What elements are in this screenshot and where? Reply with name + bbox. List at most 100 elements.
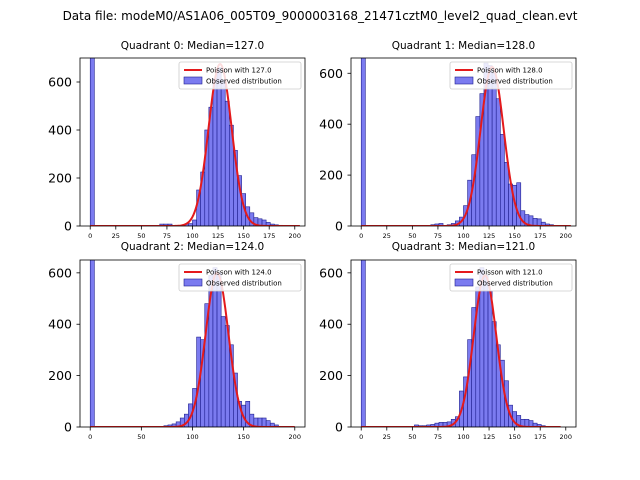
q3-hist-bar	[487, 290, 493, 427]
q1-x-tick-label: 25	[383, 232, 391, 240]
q0-hist-bar	[89, 58, 95, 226]
q0-x-tick-label: 200	[289, 232, 301, 240]
q3-legend-observed-label: Observed distribution	[477, 280, 553, 288]
q3-x-tick-label: 75	[434, 433, 442, 441]
quadrant-0-title: Quadrant 0: Median=127.0	[121, 40, 264, 52]
q1-legend-poisson-label: Poisson with 128.0	[477, 67, 543, 75]
q1-legend-observed-label: Observed distribution	[477, 78, 553, 86]
q0-x-tick-label: 175	[263, 232, 275, 240]
q0-y-tick-label: 400	[48, 123, 72, 138]
q0-legend-observed-label: Observed distribution	[206, 78, 282, 86]
q3-hist-bar	[483, 275, 489, 427]
q3-y-tick-label: 400	[319, 317, 343, 332]
q2-hist-bar	[220, 316, 226, 427]
figure-suptitle: Data file: modeM0/AS1A06_005T09_90000031…	[63, 9, 578, 23]
q1-plot-area	[360, 58, 571, 226]
q2-y-tick-label: 200	[48, 368, 72, 383]
q2-hist-bar	[261, 417, 267, 427]
quadrant-2-panel: Quadrant 2: Median=124.0 0 50 100 150 200 0 20…	[48, 241, 306, 441]
q3-x-tick-label: 25	[383, 433, 391, 441]
q3-x-tick-label: 0	[359, 433, 363, 441]
q0-y-tick-label: 0	[64, 219, 72, 234]
q0-legend-bar-swatch	[183, 76, 203, 85]
q2-y-tick-label: 0	[64, 420, 72, 435]
q3-y-tick-label: 0	[335, 420, 343, 435]
q3-legend-poisson-label: Poisson with 121.0	[477, 269, 543, 277]
q0-legend-box	[178, 61, 302, 90]
quadrant-1-panel: Quadrant 1: Median=128.0 0 25 50 75 100 125 15…	[319, 40, 577, 240]
q2-y-tick-label: 600	[48, 265, 72, 280]
quadrant-3-panel: Quadrant 3: Median=121.0 0 25 50 75 100 125 15…	[319, 241, 577, 441]
q1-hist-bar	[360, 58, 366, 226]
q3-x-tick-label: 175	[534, 433, 546, 441]
q1-hist-bar	[516, 182, 522, 226]
q2-x-tick-label: 150	[237, 433, 249, 441]
q1-legend: Poisson with 128.0 Observed distribution	[449, 61, 573, 90]
q1-x-tick-label: 200	[560, 232, 572, 240]
q1-x-tick-label: 150	[508, 232, 520, 240]
q1-x-tick-label: 175	[534, 232, 546, 240]
q0-y-tick-label: 600	[48, 75, 72, 90]
q1-hist-bar	[504, 162, 509, 226]
q1-x-tick-label: 50	[408, 232, 416, 240]
q3-x-tick-label: 200	[560, 433, 572, 441]
q1-hist-bar	[487, 65, 493, 226]
q3-x-tick-label: 150	[508, 433, 520, 441]
q0-x-tick-label: 50	[137, 232, 145, 240]
q1-legend-bar-swatch	[454, 76, 474, 85]
q3-legend: Poisson with 121.0 Observed distribution	[449, 263, 573, 292]
q3-y-tick-label: 600	[319, 265, 343, 280]
q1-legend-box	[449, 61, 573, 90]
q1-hist-bar	[491, 72, 497, 226]
q0-legend-poisson-label: Poisson with 127.0	[206, 67, 272, 75]
q0-x-tick-label: 150	[237, 232, 249, 240]
q0-y-tick-label: 200	[48, 171, 72, 186]
q2-hist-bar	[89, 260, 95, 427]
q1-hist-bar	[495, 98, 501, 226]
q0-hist-bar	[192, 219, 197, 226]
q0-plot-area	[89, 58, 300, 226]
q2-x-tick-label: 200	[289, 433, 301, 441]
q1-hist-bar	[536, 218, 542, 226]
q1-y-tick-label: 400	[319, 117, 343, 132]
q3-legend-bar-swatch	[454, 278, 474, 287]
q0-hist-bar	[216, 67, 222, 226]
q1-x-tick-label: 75	[434, 232, 442, 240]
q0-x-tick-label: 125	[212, 232, 224, 240]
q2-legend: Poisson with 124.0 Observed distribution	[178, 263, 302, 292]
q3-x-tick-label: 50	[408, 433, 416, 441]
q0-x-tick-label: 25	[112, 232, 120, 240]
q2-legend-observed-label: Observed distribution	[206, 280, 282, 288]
q1-y-tick-label: 600	[319, 66, 343, 81]
q0-legend: Poisson with 127.0 Observed distribution	[178, 61, 302, 90]
q2-x-tick-label: 100	[186, 433, 198, 441]
q3-x-tick-label: 100	[457, 433, 469, 441]
q0-hist-bar	[220, 79, 226, 226]
q0-hist-bar	[212, 78, 218, 226]
q3-y-tick-label: 200	[319, 368, 343, 383]
q0-x-tick-label: 75	[163, 232, 171, 240]
q2-x-tick-label: 50	[137, 433, 145, 441]
q1-x-tick-label: 125	[483, 232, 495, 240]
q2-y-tick-label: 400	[48, 317, 72, 332]
quadrant-0-panel: Quadrant 0: Median=127.0 0 25 50 75 100 125 15…	[48, 40, 306, 240]
q2-legend-poisson-label: Poisson with 124.0	[206, 269, 272, 277]
q2-hist-bar	[257, 417, 263, 427]
q0-hist-bar	[224, 100, 230, 226]
q2-x-tick-label: 0	[88, 433, 92, 441]
q1-x-tick-label: 100	[457, 232, 469, 240]
q1-hist-bar	[500, 134, 505, 226]
q2-hist-bar	[212, 267, 218, 427]
q1-x-tick-label: 0	[359, 232, 363, 240]
q0-x-tick-label: 0	[88, 232, 92, 240]
quadrant-2-title: Quadrant 2: Median=124.0	[121, 241, 264, 253]
q2-legend-bar-swatch	[183, 278, 203, 287]
q1-poisson-curve	[361, 65, 571, 226]
q2-hist-bar	[216, 272, 222, 427]
q3-x-tick-label: 125	[483, 433, 495, 441]
q0-x-tick-label: 100	[186, 232, 198, 240]
q1-y-tick-label: 200	[319, 168, 343, 183]
q3-hist-bar	[360, 260, 366, 427]
q1-y-tick-label: 0	[335, 219, 343, 234]
